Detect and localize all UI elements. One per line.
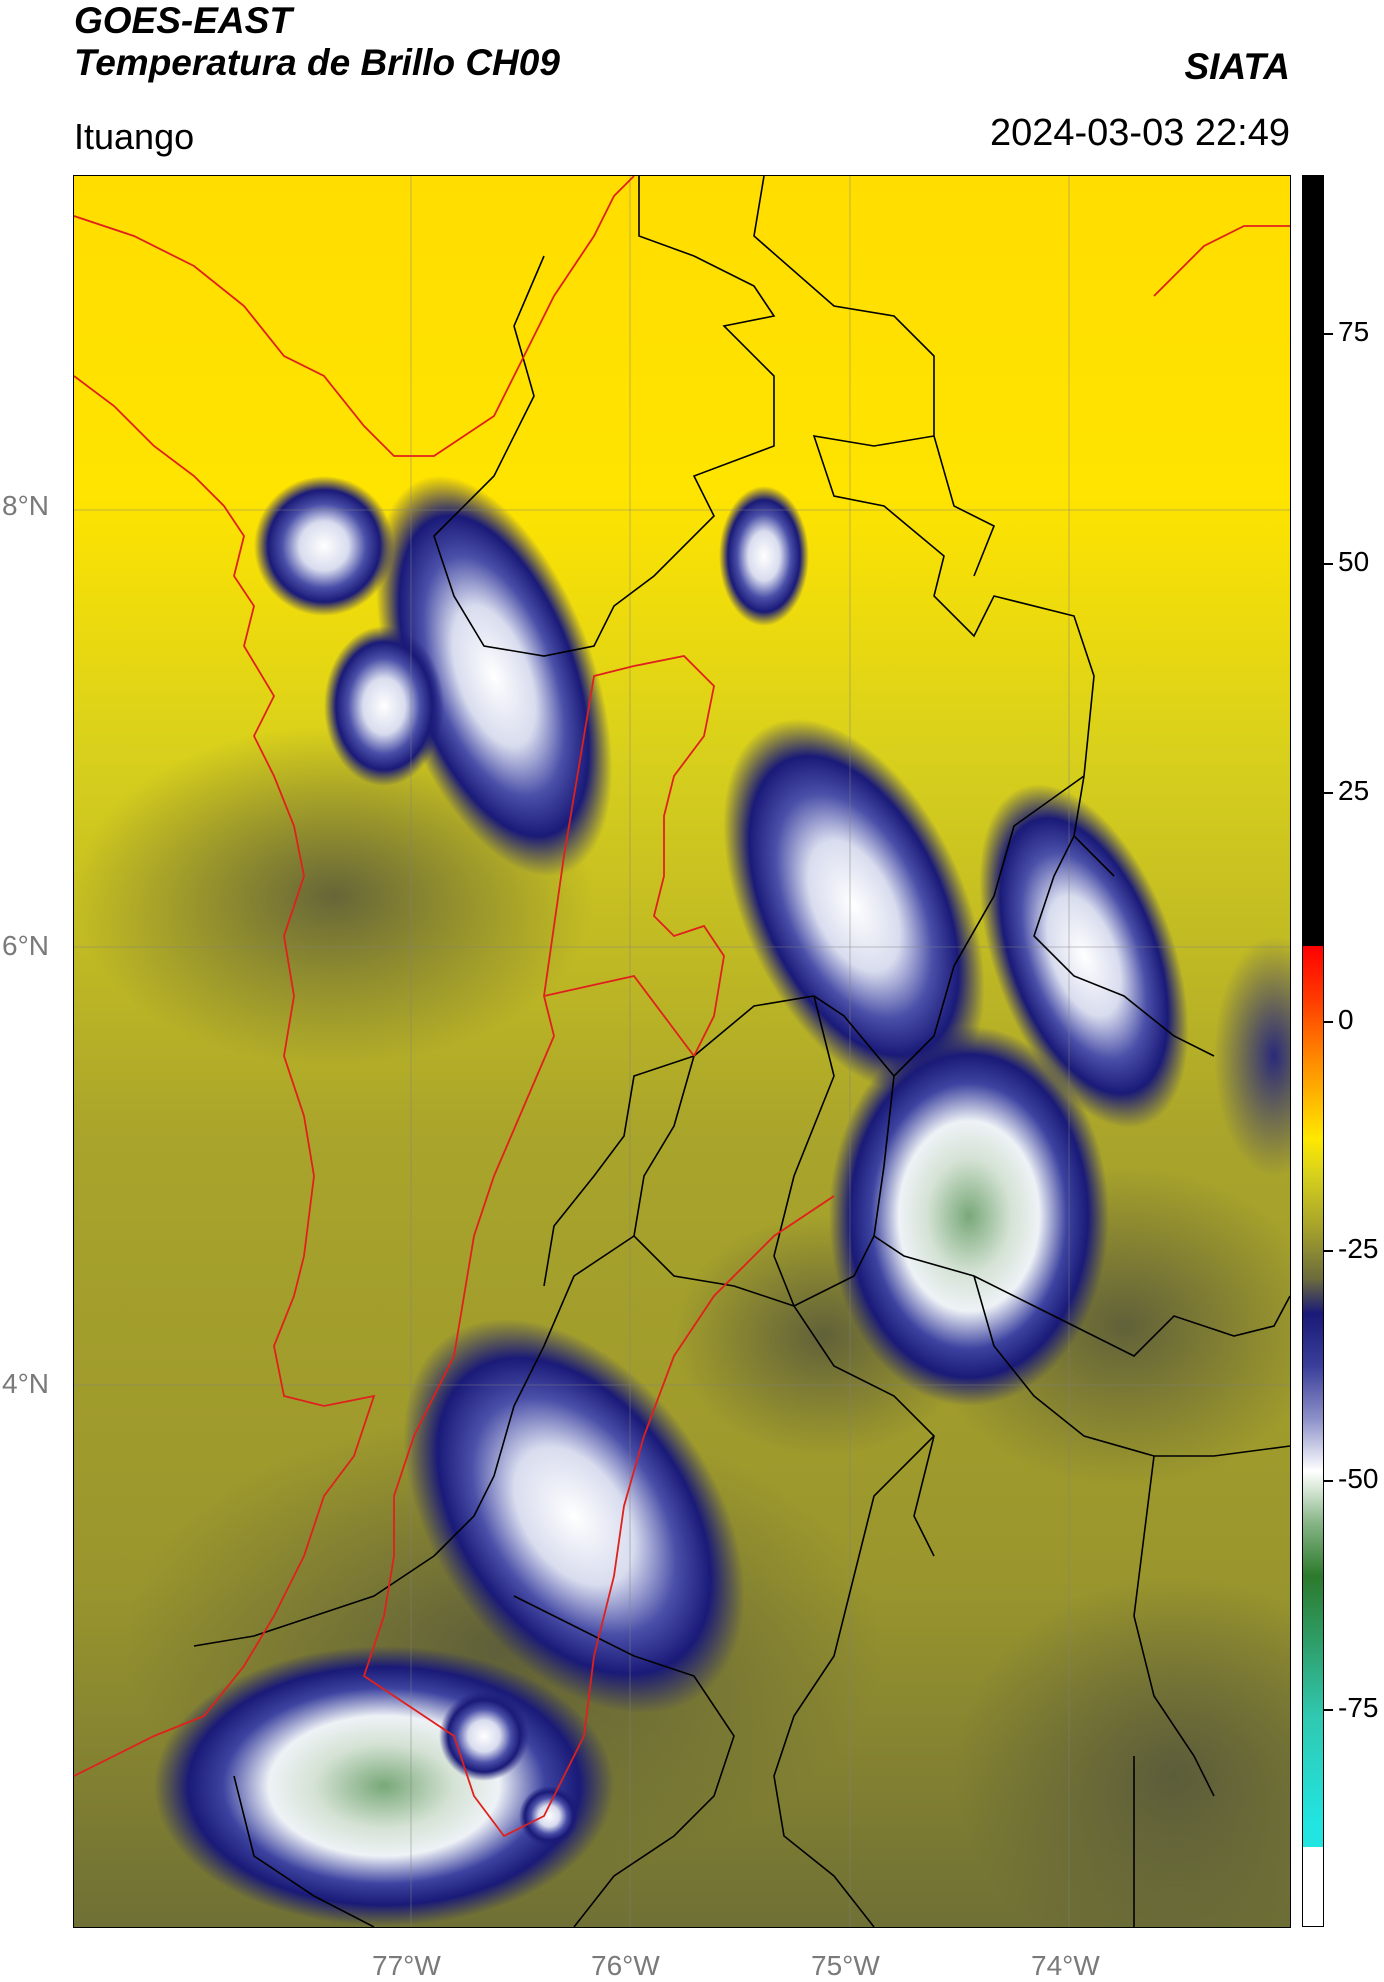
- lon-label-75w: 75°W: [811, 1950, 880, 1981]
- colorbar-tick-neg25: -25: [1338, 1233, 1379, 1264]
- lat-label-4n: 4°N: [2, 1368, 49, 1399]
- colorbar: [1302, 175, 1324, 1927]
- product-title: Temperatura de Brillo CH09: [74, 42, 560, 83]
- colorbar-tick-25: 25: [1338, 775, 1370, 806]
- map-panel: [73, 175, 1291, 1928]
- lat-label-8n: 8°N: [2, 490, 49, 521]
- location-label: Ituango: [74, 116, 195, 157]
- red-boundaries: [74, 176, 1290, 1838]
- colorbar-tick-50: 50: [1338, 546, 1370, 577]
- colorbar-tick-75: 75: [1338, 316, 1370, 347]
- lon-label-77w: 77°W: [372, 1950, 441, 1981]
- brand-label: SIATA: [1184, 46, 1290, 87]
- colorbar-tick-0: 0: [1338, 1004, 1354, 1035]
- colorbar-tick-neg75: -75: [1338, 1692, 1379, 1723]
- admin-boundaries: [193, 176, 1290, 1927]
- lon-label-74w: 74°W: [1031, 1950, 1100, 1981]
- colorbar-tick-neg50: -50: [1338, 1463, 1379, 1494]
- timestamp-label: 2024-03-03 22:49: [989, 112, 1290, 154]
- satellite-map: [74, 176, 1290, 1927]
- graticule: [74, 176, 1290, 1927]
- lat-label-6n: 6°N: [2, 930, 49, 961]
- satellite-title: GOES-EAST: [74, 0, 292, 41]
- title-block: GOES-EAST Temperatura de Brillo CH09: [74, 0, 560, 84]
- cold-cloud-tops: [154, 475, 1290, 1926]
- lon-label-76w: 76°W: [591, 1950, 660, 1981]
